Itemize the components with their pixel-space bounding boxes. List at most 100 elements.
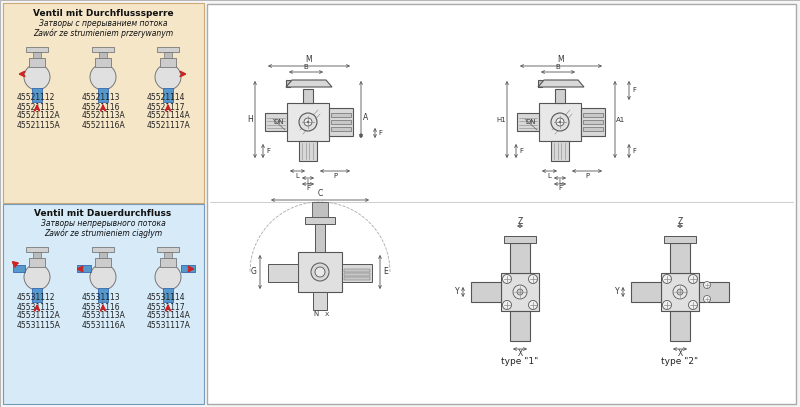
Bar xyxy=(287,103,329,141)
Bar xyxy=(331,120,351,124)
Bar xyxy=(164,252,172,258)
Bar xyxy=(331,127,351,131)
Bar xyxy=(315,224,325,252)
Bar xyxy=(157,247,179,252)
Text: E: E xyxy=(384,267,388,276)
Text: 45531113A: 45531113A xyxy=(82,311,126,320)
Text: 45531114: 45531114 xyxy=(147,293,186,302)
Bar xyxy=(538,80,542,87)
Bar xyxy=(298,252,342,292)
Bar xyxy=(92,47,114,52)
Bar xyxy=(95,58,111,67)
Text: 45521112: 45521112 xyxy=(17,94,55,103)
Text: H: H xyxy=(247,115,253,124)
Bar xyxy=(268,264,298,282)
Text: X: X xyxy=(678,350,682,359)
Text: 45531115: 45531115 xyxy=(17,302,56,311)
Circle shape xyxy=(551,113,569,131)
Circle shape xyxy=(677,289,683,295)
Text: 45521114A: 45521114A xyxy=(147,112,190,120)
Text: B: B xyxy=(304,64,308,70)
Text: 45521115A: 45521115A xyxy=(17,120,61,129)
Text: 45531117: 45531117 xyxy=(147,302,186,311)
Text: P: P xyxy=(333,173,337,179)
Text: Затворы непрерывного потока: Затворы непрерывного потока xyxy=(41,219,166,228)
Bar xyxy=(664,236,696,243)
Bar xyxy=(98,288,108,302)
Bar xyxy=(510,243,530,273)
Circle shape xyxy=(315,267,325,277)
Bar xyxy=(342,264,372,282)
Bar xyxy=(32,88,42,102)
Bar xyxy=(181,265,195,272)
Bar xyxy=(670,311,690,341)
Text: X: X xyxy=(518,350,522,359)
Text: H1: H1 xyxy=(496,116,506,123)
Text: M: M xyxy=(558,55,564,64)
Text: Zawór ze strumieniem przerywanym: Zawór ze strumieniem przerywanym xyxy=(33,28,173,38)
Circle shape xyxy=(299,113,317,131)
Text: Ventil mit Dauerdurchfluss: Ventil mit Dauerdurchfluss xyxy=(34,208,172,217)
Circle shape xyxy=(703,282,710,289)
Bar xyxy=(3,3,204,203)
Bar xyxy=(99,52,107,58)
Text: B: B xyxy=(556,64,560,70)
Text: G: G xyxy=(251,267,257,276)
Bar xyxy=(517,113,539,131)
Bar xyxy=(539,103,581,141)
Circle shape xyxy=(689,274,698,284)
Circle shape xyxy=(307,121,309,123)
Text: DN: DN xyxy=(274,119,284,125)
Text: F: F xyxy=(378,130,382,136)
Text: F: F xyxy=(306,185,310,191)
Bar xyxy=(699,282,729,302)
Bar xyxy=(160,258,176,267)
Text: Z: Z xyxy=(518,217,522,225)
Circle shape xyxy=(559,121,561,123)
Text: Затворы с прерыванием потока: Затворы с прерыванием потока xyxy=(38,18,167,28)
Bar xyxy=(32,288,42,302)
Bar xyxy=(99,252,107,258)
Text: 45521113A: 45521113A xyxy=(82,112,126,120)
Text: Y: Y xyxy=(614,287,619,297)
Text: N: N xyxy=(314,311,318,317)
Bar xyxy=(98,88,108,102)
Text: 45531113: 45531113 xyxy=(82,293,121,302)
Bar xyxy=(551,141,569,161)
Circle shape xyxy=(673,285,687,299)
Bar xyxy=(661,273,699,311)
Bar xyxy=(631,282,661,302)
Bar xyxy=(163,88,173,102)
Bar xyxy=(331,113,351,117)
Text: 45521114: 45521114 xyxy=(147,94,186,103)
Text: 45531116: 45531116 xyxy=(82,302,121,311)
Bar xyxy=(329,108,353,136)
Text: M: M xyxy=(306,55,312,64)
Bar xyxy=(313,292,327,310)
Text: 45521116A: 45521116A xyxy=(82,120,126,129)
Text: A1: A1 xyxy=(616,116,626,123)
Bar xyxy=(26,247,48,252)
Text: 45521113: 45521113 xyxy=(82,94,121,103)
Circle shape xyxy=(689,300,698,309)
Bar xyxy=(583,113,603,117)
Circle shape xyxy=(24,64,50,90)
Circle shape xyxy=(304,118,312,126)
Bar xyxy=(95,258,111,267)
Text: L: L xyxy=(558,179,562,185)
Text: C: C xyxy=(318,190,322,199)
Bar xyxy=(29,258,45,267)
Text: 45521117: 45521117 xyxy=(147,103,186,112)
Circle shape xyxy=(662,300,671,309)
Circle shape xyxy=(502,300,511,309)
Polygon shape xyxy=(538,80,584,87)
Text: X: X xyxy=(325,311,330,317)
Bar xyxy=(344,269,370,272)
Bar xyxy=(29,58,45,67)
Circle shape xyxy=(662,274,671,284)
Bar xyxy=(299,141,317,161)
Circle shape xyxy=(529,274,538,284)
Bar xyxy=(3,204,204,404)
Text: 45521116: 45521116 xyxy=(82,103,121,112)
Bar xyxy=(207,4,796,404)
